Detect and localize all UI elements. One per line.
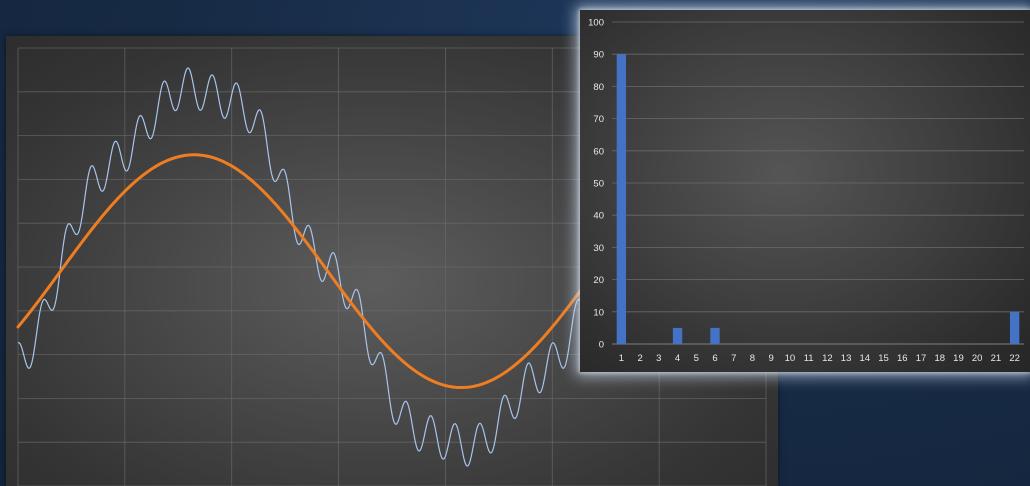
- y-tick-label: 70: [593, 114, 604, 125]
- x-tick-label: 7: [731, 353, 736, 364]
- spectrum-bar: [616, 54, 627, 344]
- x-tick-label: 1: [619, 353, 624, 364]
- x-tick-label: 21: [991, 353, 1002, 364]
- y-tick-label: 100: [588, 18, 604, 29]
- x-tick-label: 22: [1009, 353, 1020, 364]
- y-tick-label: 50: [593, 179, 604, 190]
- spectrum-bar: [710, 327, 720, 344]
- x-tick-label: 11: [804, 353, 814, 364]
- x-tick-label: 14: [860, 353, 871, 364]
- x-tick-label: 9: [769, 353, 774, 364]
- harmonic-spectrum-chart: 0 10 20 30 40 50 60 70 80 90 100 1 2 3 4 5 6 7 8 9 10 11 12 13 1…: [580, 10, 1030, 372]
- y-tick-label: 60: [593, 146, 604, 157]
- y-tick-label: 80: [593, 82, 604, 93]
- x-tick-label: 13: [841, 353, 852, 364]
- x-tick-label: 10: [785, 353, 796, 364]
- x-tick-label: 5: [694, 353, 699, 364]
- y-tick-label: 40: [593, 211, 604, 222]
- y-tick-label: 10: [593, 307, 604, 318]
- x-tick-label: 20: [972, 353, 983, 364]
- y-tick-label: 90: [593, 50, 604, 61]
- spectrum-bar: [1009, 311, 1020, 344]
- x-tick-label: 3: [656, 353, 661, 364]
- x-tick-label: 18: [934, 353, 945, 364]
- x-tick-label: 16: [897, 353, 908, 364]
- x-tick-label: 6: [712, 353, 717, 364]
- x-tick-label: 2: [637, 353, 642, 364]
- x-tick-label: 4: [675, 353, 680, 364]
- x-tick-label: 19: [953, 353, 964, 364]
- x-tick-label: 15: [878, 353, 889, 364]
- x-tick-label: 8: [750, 353, 755, 364]
- spectrum-gridlines: [612, 21, 1024, 345]
- x-tick-label: 12: [822, 353, 833, 364]
- y-tick-label: 30: [593, 243, 604, 254]
- x-tick-label: 17: [916, 353, 927, 364]
- y-tick-label: 20: [593, 275, 604, 286]
- spectrum-bar: [672, 327, 683, 344]
- y-tick-label: 0: [599, 340, 604, 351]
